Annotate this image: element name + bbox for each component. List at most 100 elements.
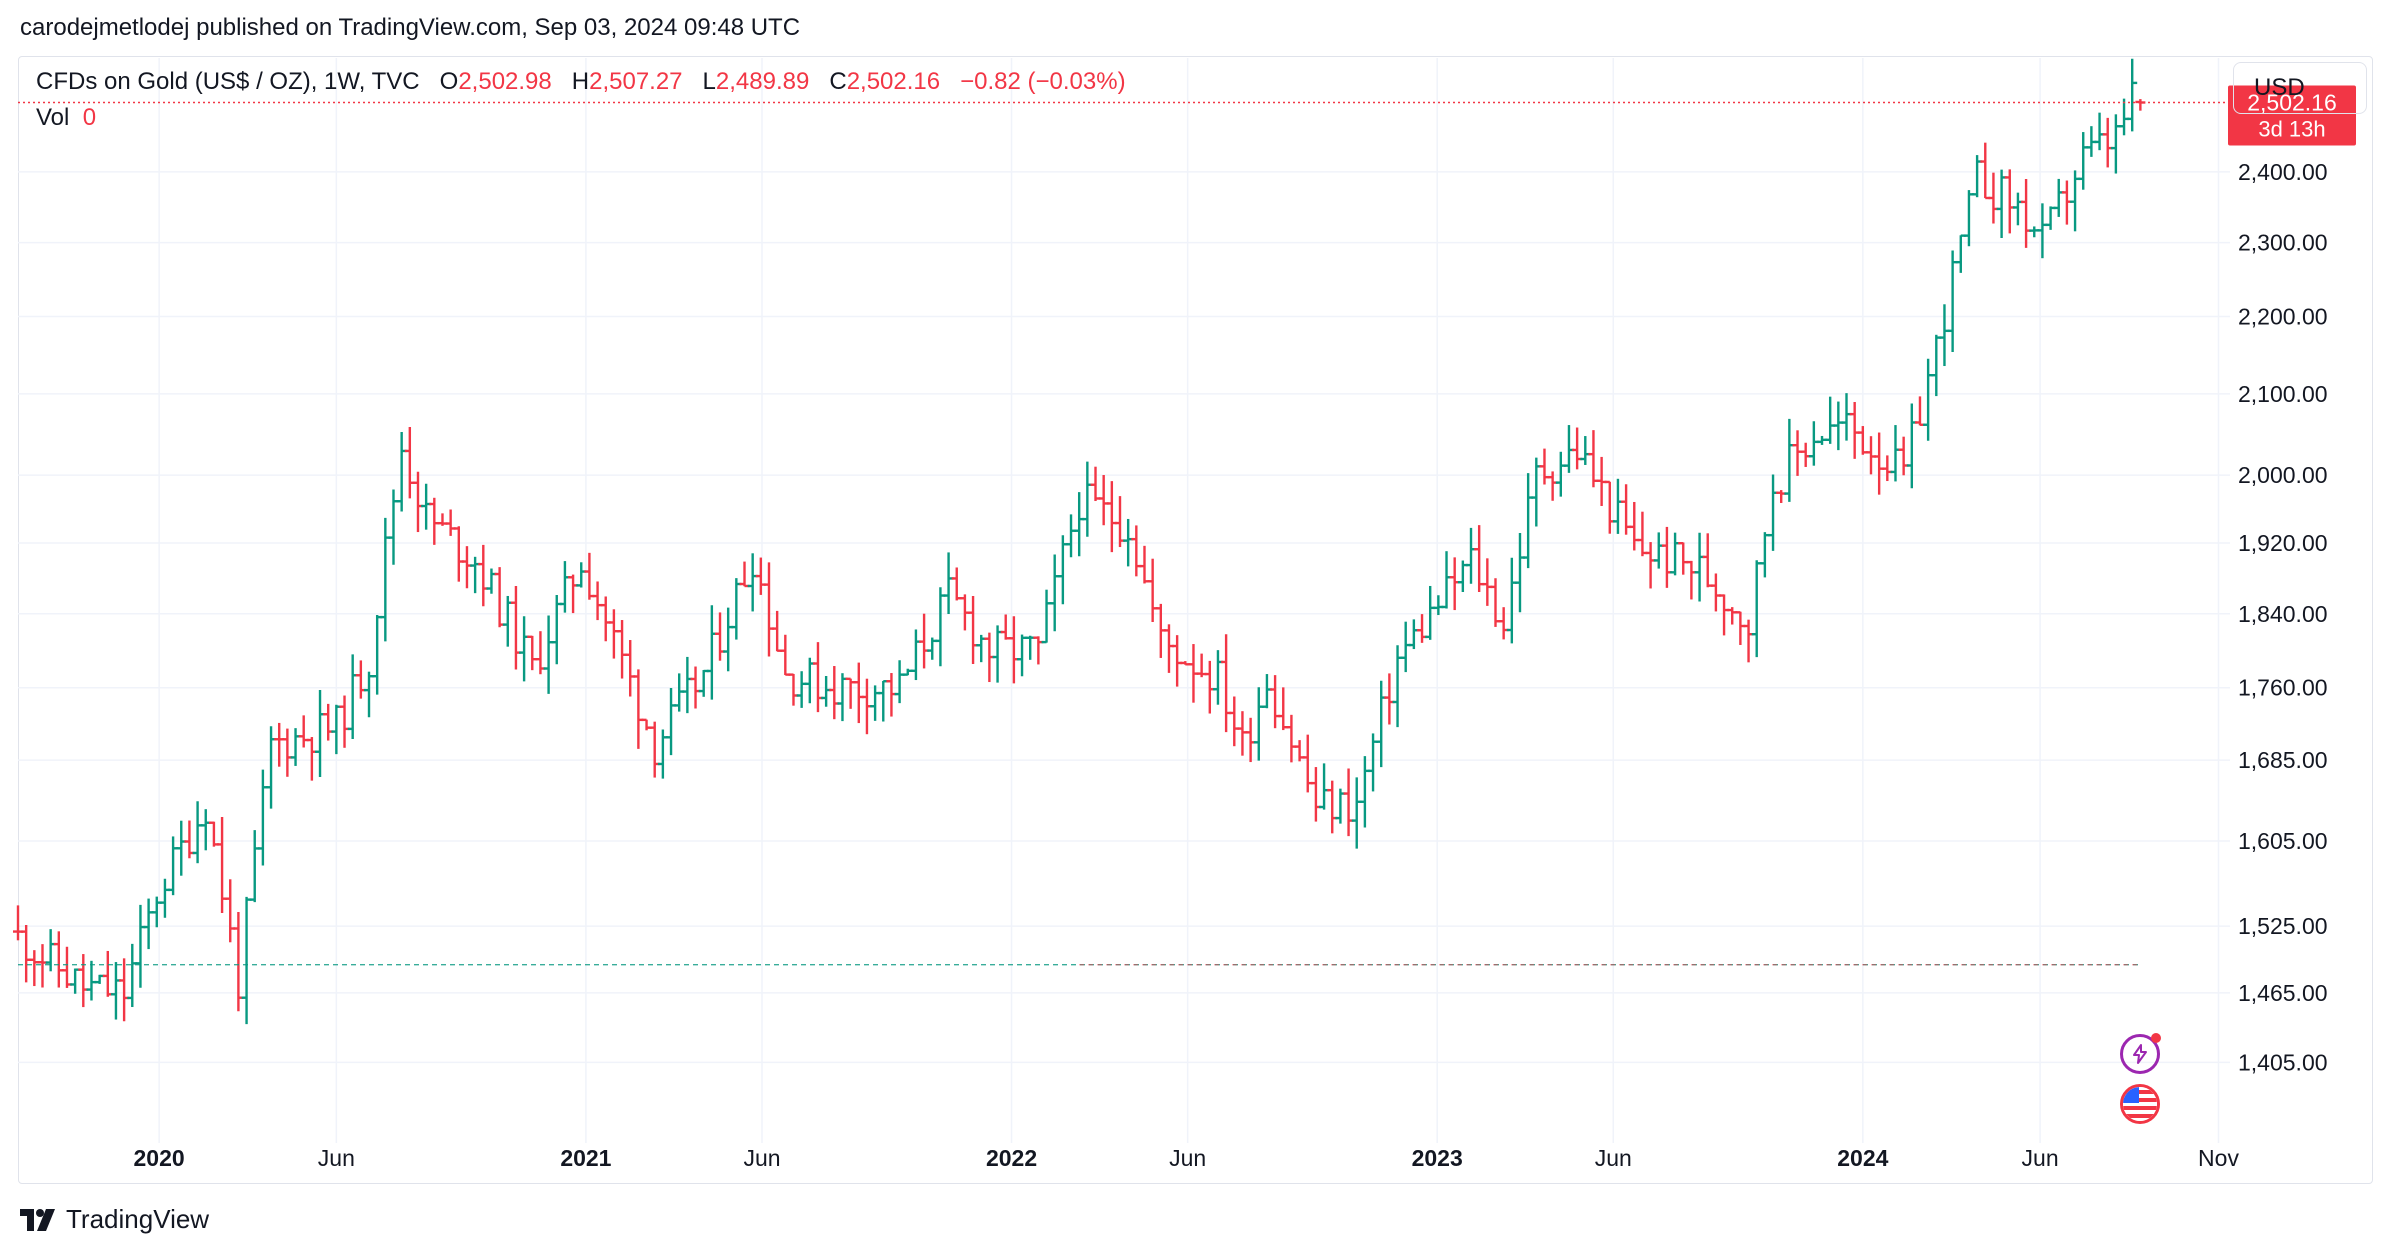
- ohlc-bar: [796, 671, 807, 708]
- legend-symbol[interactable]: CFDs on Gold (US$ / OZ), 1W, TVC: [36, 68, 420, 95]
- ohlc-bar: [1286, 714, 1297, 763]
- ohlc-bar: [1939, 304, 1950, 367]
- ohlc-bar: [633, 669, 644, 749]
- ohlc-bar: [1759, 532, 1770, 578]
- legend-change: −0.82 (−0.03%): [960, 68, 1126, 95]
- ohlc-bar: [1890, 425, 1901, 482]
- ohlc-bar: [1384, 673, 1395, 725]
- ohlc-bar: [1637, 511, 1648, 557]
- x-tick-label: Jun: [2022, 1145, 2059, 1171]
- ohlc-bar: [323, 703, 334, 741]
- ohlc-bar: [1066, 514, 1077, 558]
- ohlc-bar: [1343, 768, 1354, 837]
- ohlc-bar: [135, 904, 146, 988]
- ohlc-bar: [1000, 614, 1011, 640]
- ohlc-bar: [1449, 557, 1460, 611]
- us-flag-icon[interactable]: [2120, 1084, 2160, 1124]
- y-tick-label: 2,400.00: [2238, 159, 2328, 185]
- ohlc-bar: [1400, 621, 1411, 673]
- ohlc-bar: [1612, 478, 1623, 534]
- ohlc-bar: [829, 666, 840, 720]
- y-tick-label: 2,300.00: [2238, 230, 2328, 256]
- ohlc-bar: [706, 605, 717, 700]
- ohlc-bar: [527, 635, 538, 671]
- ohlc-bar: [1245, 717, 1256, 763]
- ohlc-bar: [1490, 578, 1501, 627]
- ohlc-bar: [2102, 117, 2113, 168]
- ohlc-bar: [2012, 192, 2023, 226]
- ohlc-bar: [102, 950, 113, 997]
- ohlc-bar: [1278, 687, 1289, 731]
- ohlc-bar: [176, 820, 187, 876]
- ohlc-bar: [1514, 532, 1525, 613]
- x-tick-label: 2024: [1837, 1145, 1888, 1171]
- ohlc-bar: [812, 642, 823, 713]
- y-tick-label: 1,760.00: [2238, 675, 2328, 701]
- ohlc-bar: [315, 690, 326, 778]
- ohlc-bar: [1523, 473, 1534, 569]
- x-tick-label: Nov: [2198, 1145, 2239, 1171]
- ohlc-bar: [788, 673, 799, 706]
- ohlc-bar: [600, 596, 611, 642]
- ohlc-bar: [968, 596, 979, 665]
- ohlc-bar: [1914, 396, 1925, 426]
- chart-frame: [18, 56, 2373, 1184]
- ohlc-bar: [821, 675, 832, 707]
- ohlc-bar: [61, 946, 72, 988]
- ohlc-bar: [682, 656, 693, 714]
- ohlc-bar: [1727, 607, 1738, 625]
- ohlc-bar: [1229, 696, 1240, 747]
- ohlc-bar: [2110, 114, 2121, 174]
- lightning-icon[interactable]: [2120, 1033, 2161, 1074]
- ohlc-bar: [1963, 190, 1974, 247]
- ohlc-bar: [1702, 533, 1713, 588]
- ohlc-bar: [478, 544, 489, 607]
- ohlc-bar: [486, 568, 497, 594]
- ohlc-bar: [78, 954, 89, 1008]
- ohlc-bar: [364, 671, 375, 718]
- ohlc-bar: [1539, 448, 1550, 485]
- ohlc-bar: [608, 609, 619, 659]
- tradingview-logo[interactable]: TradingView: [20, 1204, 209, 1235]
- y-tick-label: 1,685.00: [2238, 747, 2328, 773]
- ohlc-bar: [1898, 436, 1909, 476]
- ohlc-bar: [298, 715, 309, 748]
- ohlc-bar: [445, 509, 456, 536]
- ohlc-bar: [2135, 99, 2146, 111]
- ohlc-bar: [1417, 614, 1428, 643]
- ohlc-bar: [1955, 234, 1966, 273]
- ohlc-bars: [13, 58, 2146, 1025]
- legend-close-value: 2,502.16: [846, 68, 941, 95]
- y-tick-label: 1,405.00: [2238, 1049, 2328, 1075]
- ohlc-bar: [29, 950, 40, 987]
- legend-low-label: L: [702, 68, 716, 95]
- ohlc-bar: [1319, 763, 1330, 810]
- x-tick-label: Jun: [743, 1145, 780, 1171]
- ohlc-bar: [731, 578, 742, 640]
- y-tick-label: 2,200.00: [2238, 304, 2328, 330]
- currency-button[interactable]: USD: [2233, 62, 2367, 114]
- ohlc-bar: [1008, 616, 1019, 684]
- ohlc-bar: [339, 695, 350, 748]
- last-price-tag-countdown: 3d 13h: [2258, 116, 2325, 141]
- ohlc-bar: [1351, 777, 1362, 849]
- ohlc-bar: [1678, 542, 1689, 575]
- ohlc-bar: [1751, 560, 1762, 658]
- ohlc-bar: [2053, 178, 2064, 217]
- ohlc-bar: [372, 615, 383, 695]
- ohlc-bar: [1270, 675, 1281, 729]
- ohlc-bar: [1139, 545, 1150, 584]
- ohlc-bar: [1082, 461, 1093, 537]
- time-axis: 2020 Jun 2021 Jun 2022 Jun 2023 Jun 2024 Jun Nov: [134, 1145, 2240, 1171]
- ohlc-bar: [86, 960, 97, 1001]
- ohlc-bar: [910, 629, 921, 681]
- ohlc-bar: [225, 879, 236, 943]
- ohlc-bar: [282, 728, 293, 777]
- ohlc-bar: [1768, 474, 1779, 551]
- ohlc-bar: [894, 660, 905, 704]
- ohlc-bar: [13, 905, 23, 941]
- y-tick-label: 2,100.00: [2238, 381, 2328, 407]
- x-tick-label: 2020: [134, 1145, 185, 1171]
- ohlc-bar: [257, 769, 268, 866]
